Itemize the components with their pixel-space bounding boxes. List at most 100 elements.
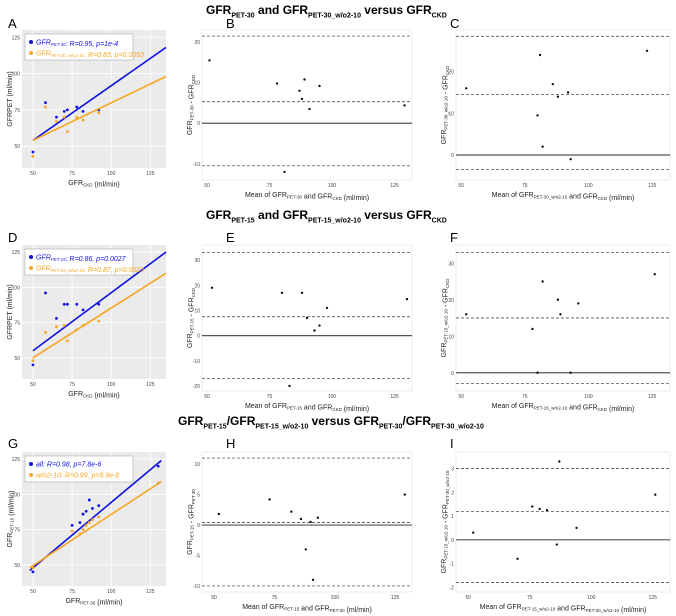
data-point-g-1: [84, 523, 88, 527]
data-point-a-1: [44, 105, 47, 109]
data-point-h: [316, 516, 320, 519]
x-tick-label-g: 125: [146, 589, 155, 595]
x-axis-label-f: Mean of GFRPET-15_w/o2-10 and GFRCKD (ml…: [492, 403, 635, 413]
x-tick-label-c: 50: [458, 183, 464, 189]
y-tick-label-a: 100: [12, 72, 21, 78]
x-tick-label-f: 75: [522, 394, 528, 400]
y-tick-label-e: 20: [194, 283, 200, 289]
y-tick-label-b: -10: [193, 162, 200, 168]
chart-d: 50 75 100 125 50 75 100 125 GFRCKD (ml/min) GFRPE…: [7, 245, 167, 400]
y-tick-label-g: 125: [12, 457, 21, 463]
data-point-i: [575, 526, 578, 530]
data-point-b: [208, 59, 211, 62]
y-tick-label-d: 125: [12, 250, 21, 256]
x-tick-label-d: 75: [69, 382, 75, 388]
legend-label-d-0: GFRPET-15: R=0.86, p=0.0027: [36, 255, 127, 264]
data-point-a-1: [65, 130, 69, 134]
regression-line-d-0: [32, 251, 167, 352]
x-tick-label-f: 125: [648, 394, 657, 400]
data-point-d-1: [44, 331, 47, 334]
y-axis-label-c: GFRPET-30_w/o2-10 - GFRCKD: [441, 65, 450, 145]
chart-c: 50 75 100 125 0 10 20 Mean of GFRPET-30_w/o2-10…: [441, 29, 671, 202]
data-point-f: [464, 313, 468, 316]
y-tick-label-e: 10: [194, 308, 200, 314]
data-point-f: [559, 313, 562, 316]
x-tick-label-g: 75: [69, 589, 75, 595]
legend-marker-d-0: [29, 255, 33, 259]
x-tick-label-a: 75: [69, 171, 75, 177]
data-point-a-0: [31, 150, 35, 154]
y-tick-label-i: 0: [451, 538, 454, 544]
panel-letter-d: D: [8, 230, 18, 245]
data-point-a-0: [44, 101, 47, 105]
data-point-f: [531, 327, 534, 331]
regression-line-d-1: [32, 272, 167, 359]
regression-line-g-1: [29, 480, 162, 569]
legend-marker-g-1: [29, 473, 33, 477]
x-tick-label-h: 75: [272, 595, 278, 601]
data-point-i: [555, 543, 559, 546]
y-axis-label-d: GFRPET (ml/min): [7, 284, 14, 340]
x-axis-label-i: Mean of GFRPET-15_w/o2-10 and GFRPET-30_…: [480, 604, 647, 614]
x-tick-label-e: 50: [204, 394, 210, 400]
data-point-g-0: [78, 521, 82, 524]
x-tick-label-i: 50: [466, 595, 472, 601]
x-tick-label-h: 50: [211, 595, 217, 601]
x-tick-label-c: 75: [522, 183, 528, 189]
legend-a: [24, 33, 134, 61]
data-point-g-1: [70, 529, 74, 533]
data-point-e: [288, 384, 291, 388]
data-point-d-1: [31, 359, 35, 363]
data-point-d-0: [62, 302, 66, 306]
x-tick-label-f: 50: [458, 394, 464, 400]
y-tick-label-f: 0: [451, 371, 454, 377]
data-point-g-0: [97, 504, 101, 507]
plot-frame-i: [455, 451, 671, 593]
data-point-e: [313, 329, 316, 332]
data-point-g-0: [91, 507, 94, 510]
y-tick-label-c: 20: [448, 70, 454, 76]
x-tick-label-d: 100: [107, 382, 116, 388]
legend-label-g-1: w/o2-10: R=0.99, p=9.9e-8: [36, 473, 119, 480]
x-tick-label-h: 100: [331, 595, 340, 601]
data-point-a-1: [81, 118, 85, 122]
x-tick-label-e: 100: [328, 394, 337, 400]
data-point-g-0: [31, 570, 35, 574]
data-point-i: [472, 531, 475, 534]
data-point-h: [290, 510, 293, 513]
y-tick-label-b: 20: [194, 40, 200, 46]
data-point-d-1: [55, 325, 58, 329]
y-tick-label-a: 50: [14, 144, 20, 150]
data-point-b: [318, 84, 321, 88]
x-tick-label-b: 100: [328, 183, 337, 189]
data-point-g-0: [81, 512, 85, 516]
data-point-d-1: [75, 328, 79, 332]
data-point-g-1: [87, 521, 91, 524]
data-point-a-0: [81, 109, 85, 113]
x-tick-label-a: 100: [107, 171, 116, 177]
y-axis-label-b: GFRPET-30 - GFRCKD: [187, 74, 196, 135]
data-point-h: [268, 498, 271, 501]
data-point-h: [217, 512, 221, 516]
data-point-b: [300, 97, 304, 101]
data-point-g-1: [97, 515, 101, 519]
y-tick-label-i: 2: [451, 490, 454, 496]
x-tick-label-e: 125: [390, 394, 399, 400]
chart-e: 50 75 100 125 -20 -10 0 10 20 30 Mean of GFRPET-15…: [187, 244, 413, 413]
data-point-e: [325, 306, 329, 310]
x-tick-label-g: 50: [30, 589, 36, 595]
y-axis-label-f: GFRPET-15_w/o2-10 - GFRCKD: [441, 278, 450, 358]
x-tick-label-b: 125: [390, 183, 399, 189]
legend-marker-a-0: [29, 40, 33, 44]
data-point-i: [654, 493, 657, 496]
chart-g: 50 75 100 125 50 75 100 125 GFRPET-30 (ml/min) GF…: [7, 452, 166, 607]
data-point-d-0: [55, 316, 58, 320]
data-point-h: [403, 493, 406, 496]
panel-letter-b: B: [226, 16, 235, 31]
x-axis-label-a: GFRCKD (ml/min): [68, 180, 120, 189]
data-point-a-1: [97, 111, 101, 115]
x-axis-label-b: Mean of GFRPET-30 and GFRCKD (ml/min): [245, 192, 369, 202]
data-point-b: [283, 170, 286, 174]
y-tick-label-e: -20: [193, 384, 200, 390]
chart-i: 50 75 100 125 -2 -1 0 1 2 3 Mean of GFRPET-15_w/o2…: [441, 451, 671, 614]
